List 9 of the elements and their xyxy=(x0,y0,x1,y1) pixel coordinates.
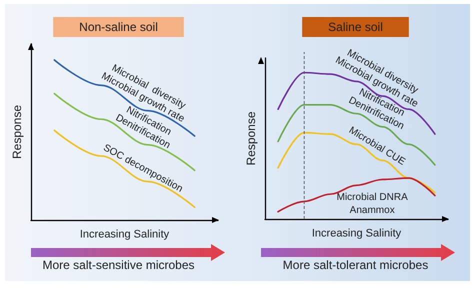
chart-title: Non-saline soil xyxy=(79,20,158,34)
series-label: Microbial DNRA Anammox xyxy=(336,192,408,216)
chart-title: Saline soil xyxy=(328,20,383,34)
x-axis-title: Increasing Salinity xyxy=(80,228,170,240)
text: More salt-tolerant microbes xyxy=(282,258,428,272)
x-axis-title: Increasing Salinity xyxy=(312,228,402,240)
y-axis-title: Response xyxy=(244,111,258,166)
text: More salt-sensitive microbes xyxy=(42,258,195,272)
y-axis-title: Response xyxy=(10,104,24,160)
